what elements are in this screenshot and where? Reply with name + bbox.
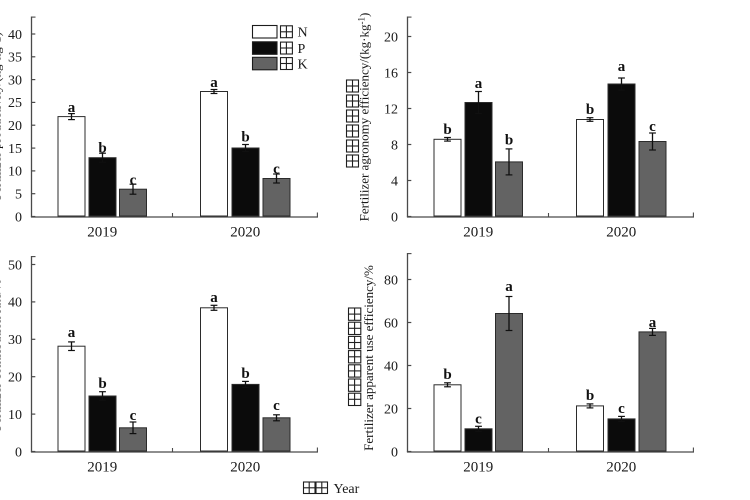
- svg-text:b: b: [443, 367, 451, 383]
- svg-text:Fertilizer apparent use effici: Fertilizer apparent use efficiency/%: [361, 265, 376, 451]
- svg-text:50: 50: [8, 258, 22, 273]
- svg-text:4: 4: [391, 174, 398, 189]
- svg-text:c: c: [273, 162, 280, 178]
- svg-text:a: a: [68, 100, 76, 116]
- svg-text:b: b: [98, 141, 106, 157]
- svg-text:a: a: [210, 75, 218, 91]
- svg-text:b: b: [443, 122, 451, 138]
- svg-text:12: 12: [384, 102, 398, 117]
- svg-text:b: b: [241, 366, 249, 382]
- svg-text:2019: 2019: [87, 225, 117, 241]
- svg-text:10: 10: [8, 165, 22, 180]
- svg-text:80: 80: [384, 273, 398, 288]
- svg-text:c: c: [130, 408, 137, 424]
- svg-text:16: 16: [384, 66, 398, 81]
- svg-text:2020: 2020: [606, 225, 636, 241]
- svg-text:35: 35: [8, 51, 22, 66]
- svg-text:8: 8: [391, 138, 398, 153]
- svg-text:20: 20: [8, 371, 22, 386]
- svg-text:a: a: [475, 76, 483, 92]
- svg-text:30: 30: [8, 73, 22, 88]
- svg-text:Fertilizer agronomy efficiency: Fertilizer agronomy efficiency/(kg·kg-1): [357, 13, 372, 222]
- svg-text:2020: 2020: [230, 460, 260, 476]
- svg-text:Fertilizer contribution rate/%: Fertilizer contribution rate/%: [0, 279, 3, 431]
- svg-text:40: 40: [8, 296, 22, 311]
- svg-text:b: b: [241, 130, 249, 146]
- svg-text:b: b: [586, 388, 594, 404]
- svg-text:25: 25: [8, 96, 22, 111]
- svg-text:c: c: [649, 119, 656, 135]
- svg-text:2020: 2020: [230, 225, 260, 241]
- svg-text:b: b: [98, 376, 106, 392]
- svg-text:0: 0: [15, 210, 22, 225]
- svg-text:10: 10: [8, 408, 22, 423]
- svg-text:c: c: [475, 412, 482, 428]
- svg-text:P: P: [298, 42, 306, 57]
- svg-text:20: 20: [384, 30, 398, 45]
- svg-text:c: c: [618, 401, 625, 417]
- svg-text:a: a: [618, 59, 626, 75]
- svg-text:a: a: [649, 315, 657, 331]
- svg-text:2020: 2020: [606, 460, 636, 476]
- svg-text:20: 20: [8, 119, 22, 134]
- svg-text:0: 0: [15, 445, 22, 460]
- svg-text:N: N: [298, 26, 308, 41]
- svg-text:30: 30: [8, 333, 22, 348]
- svg-text:40: 40: [384, 359, 398, 374]
- svg-text:a: a: [210, 290, 218, 306]
- svg-text:0: 0: [391, 210, 398, 225]
- svg-text:15: 15: [8, 142, 22, 157]
- svg-text:60: 60: [384, 316, 398, 331]
- svg-text:40: 40: [8, 28, 22, 43]
- svg-text:2019: 2019: [463, 225, 493, 241]
- svg-text:a: a: [505, 279, 513, 295]
- svg-text:0: 0: [391, 445, 398, 460]
- svg-text:2019: 2019: [87, 460, 117, 476]
- svg-text:a: a: [68, 325, 76, 341]
- svg-text:b: b: [505, 133, 513, 149]
- svg-text:5: 5: [15, 188, 22, 203]
- svg-text:2019: 2019: [463, 460, 493, 476]
- svg-text:b: b: [586, 102, 594, 118]
- svg-text:c: c: [273, 398, 280, 414]
- svg-text:Year: Year: [334, 482, 360, 497]
- svg-text:20: 20: [384, 402, 398, 417]
- svg-text:Fertilizer productivity/(kg·kg: Fertilizer productivity/(kg·kg-1): [0, 32, 3, 200]
- svg-text:c: c: [130, 173, 137, 189]
- svg-text:K: K: [298, 57, 308, 72]
